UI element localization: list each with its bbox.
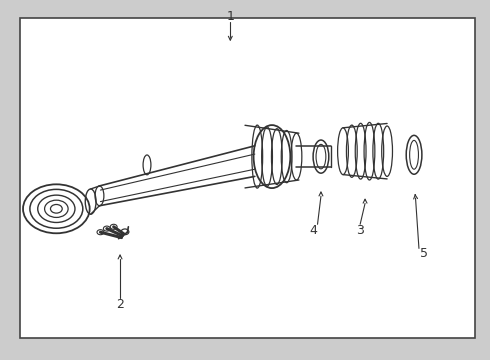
Text: 5: 5 bbox=[420, 247, 428, 260]
FancyBboxPatch shape bbox=[20, 18, 475, 338]
Text: 1: 1 bbox=[226, 10, 234, 23]
Text: 2: 2 bbox=[116, 298, 124, 311]
Text: 3: 3 bbox=[356, 224, 364, 237]
Text: 4: 4 bbox=[310, 224, 318, 237]
